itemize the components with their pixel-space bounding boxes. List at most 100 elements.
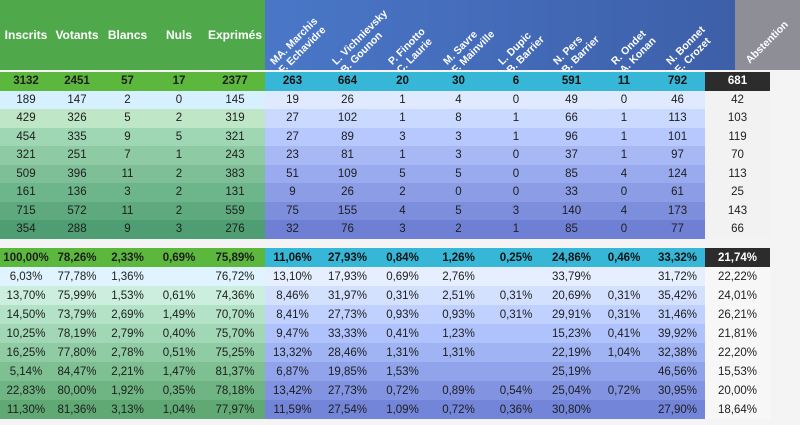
table-cell: 26,21% <box>705 305 770 324</box>
table-cell: 18,64% <box>705 400 770 419</box>
table-cell: 1,53% <box>375 362 430 381</box>
table-cell: 35,42% <box>650 286 705 305</box>
table-cell: 143 <box>705 201 770 220</box>
table-cell: 81,36% <box>52 400 102 419</box>
table-cell: 5 <box>102 109 153 128</box>
table-cell: 263 <box>265 72 320 91</box>
table-cell: 2 <box>375 183 430 202</box>
table-cell: 21,74% <box>705 248 770 267</box>
table-cell: 140 <box>545 201 598 220</box>
table-cell: 70,70% <box>205 305 265 324</box>
table-cell: 2 <box>153 164 205 183</box>
table-cell: 74,36% <box>205 286 265 305</box>
table-cell: 102 <box>320 109 375 128</box>
table-cell <box>153 267 205 286</box>
table-cell: 42 <box>705 90 770 109</box>
table-cell: 31,46% <box>650 305 705 324</box>
table-cell: 61 <box>650 183 705 202</box>
table-cell <box>487 267 545 286</box>
table-cell: 6 <box>487 72 545 91</box>
count-row: 715 572 11 2 559 75 155 4 5 3 140 4 173 143 <box>0 201 800 220</box>
table-cell: 46,56% <box>650 362 705 381</box>
table-cell: 77,78% <box>52 267 102 286</box>
table-cell: 33,32% <box>650 248 705 267</box>
table-cell: 2,33% <box>102 248 153 267</box>
table-cell: 1,53% <box>102 286 153 305</box>
table-cell: 24,01% <box>705 286 770 305</box>
table-cell: 1 <box>375 90 430 109</box>
table-cell: 3132 <box>0 72 52 91</box>
table-cell: 30,95% <box>650 381 705 400</box>
table-cell: 22,83% <box>0 381 52 400</box>
table-cell: 2451 <box>52 72 102 91</box>
table-cell: 572 <box>52 201 102 220</box>
table-cell: 26 <box>320 183 375 202</box>
table-cell: 96 <box>545 127 598 146</box>
table-cell: 1 <box>487 109 545 128</box>
table-cell: 9 <box>102 127 153 146</box>
table-cell: 80,00% <box>52 381 102 400</box>
header-left-block <box>0 0 265 70</box>
table-cell: 1,36% <box>102 267 153 286</box>
table-cell: 145 <box>205 90 265 109</box>
table-cell: 3 <box>430 127 487 146</box>
table-cell: 0,72% <box>430 400 487 419</box>
table-cell: 251 <box>52 146 102 165</box>
table-cell: 81,37% <box>205 362 265 381</box>
table-cell: 27,54% <box>320 400 375 419</box>
pct-row: 5,14% 84,47% 2,21% 1,47% 81,37% 6,87% 19,85% 1,… <box>0 362 800 381</box>
table-cell: 27 <box>265 109 320 128</box>
pct-row: 16,25% 77,80% 2,78% 0,51% 75,25% 13,32% 28,46%… <box>0 343 800 362</box>
table-cell: 2,79% <box>102 324 153 343</box>
table-cell: 9 <box>265 183 320 202</box>
table-cell: 454 <box>0 127 52 146</box>
table-cell: 13,10% <box>265 267 320 286</box>
table-cell: 78,19% <box>52 324 102 343</box>
table-cell: 1,47% <box>153 362 205 381</box>
table-cell: 136 <box>52 183 102 202</box>
count-row: 189 147 2 0 145 19 26 1 4 0 49 0 46 42 <box>0 90 800 109</box>
table-cell: 2,21% <box>102 362 153 381</box>
table-cell: 77,97% <box>205 400 265 419</box>
table-cell: 15,53% <box>705 362 770 381</box>
table-cell: 14,50% <box>0 305 52 324</box>
table-cell <box>598 400 650 419</box>
table-cell: 591 <box>545 72 598 91</box>
table-cell: 715 <box>0 201 52 220</box>
table-cell: 0 <box>598 183 650 202</box>
table-cell: 3 <box>487 201 545 220</box>
table-cell: 11 <box>598 72 650 91</box>
table-cell: 66 <box>705 220 770 239</box>
table-cell: 33 <box>545 183 598 202</box>
table-cell: 11,30% <box>0 400 52 419</box>
pct-total-row: 100,00% 78,26% 2,33% 0,69% 75,89% 11,06% 27,93… <box>0 248 800 267</box>
table-cell: 2 <box>153 201 205 220</box>
table-cell: 28,46% <box>320 343 375 362</box>
count-total-row: 3132 2451 57 17 2377 263 664 20 30 6 591 11 792 681 <box>0 72 800 91</box>
table-cell: 25,04% <box>545 381 598 400</box>
table-cell: 0 <box>487 164 545 183</box>
table-cell: 2,76% <box>430 267 487 286</box>
table-cell: 27,90% <box>650 400 705 419</box>
table-cell: 13,42% <box>265 381 320 400</box>
table-cell: 11 <box>102 164 153 183</box>
count-row: 509 396 11 2 383 51 109 5 5 0 85 4 124 113 <box>0 164 800 183</box>
table-cell: 75,25% <box>205 343 265 362</box>
table-cell: 46 <box>650 90 705 109</box>
table-cell: 0,46% <box>598 248 650 267</box>
table-cell: 2 <box>153 109 205 128</box>
table-cell: 8,41% <box>265 305 320 324</box>
table-cell: 1,09% <box>375 400 430 419</box>
table-cell: 75,99% <box>52 286 102 305</box>
table-cell: 383 <box>205 164 265 183</box>
table-cell: 20 <box>375 72 430 91</box>
table-cell: 3 <box>102 183 153 202</box>
table-cell: 26 <box>320 90 375 109</box>
table-cell: 173 <box>650 201 705 220</box>
table-cell: 30 <box>430 72 487 91</box>
header-abstention-block <box>735 0 800 70</box>
table-cell: 1,23% <box>430 324 487 343</box>
table-cell: 1,04% <box>598 343 650 362</box>
table-cell: 66 <box>545 109 598 128</box>
table-cell: 32 <box>265 220 320 239</box>
